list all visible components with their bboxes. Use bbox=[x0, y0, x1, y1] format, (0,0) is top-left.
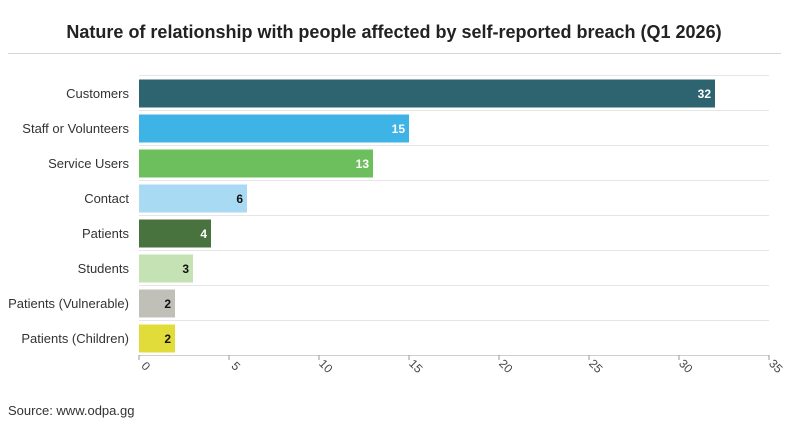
value-label: 32 bbox=[698, 87, 712, 101]
value-label: 13 bbox=[356, 157, 370, 171]
category-label: Students bbox=[78, 261, 130, 276]
category-label: Patients bbox=[82, 226, 129, 241]
bar bbox=[139, 79, 715, 108]
source-note: Source: www.odpa.gg bbox=[8, 403, 135, 418]
value-label: 4 bbox=[200, 227, 207, 241]
x-tick-label: 5 bbox=[229, 359, 244, 374]
value-label: 2 bbox=[164, 332, 171, 346]
x-tick-label: 0 bbox=[139, 359, 154, 374]
category-label: Service Users bbox=[48, 156, 129, 171]
value-label: 15 bbox=[392, 122, 406, 136]
category-label: Customers bbox=[66, 86, 129, 101]
bar bbox=[139, 219, 211, 248]
bar bbox=[139, 324, 175, 353]
category-label: Contact bbox=[84, 191, 129, 206]
category-label: Staff or Volunteers bbox=[22, 121, 129, 136]
bar bbox=[139, 149, 373, 178]
bar bbox=[139, 184, 247, 213]
value-label: 3 bbox=[182, 262, 189, 276]
bar bbox=[139, 289, 175, 318]
value-label: 6 bbox=[236, 192, 243, 206]
bar bbox=[139, 254, 193, 283]
value-label: 2 bbox=[164, 297, 171, 311]
bar bbox=[139, 114, 409, 143]
chart-title: Nature of relationship with people affec… bbox=[66, 22, 722, 42]
category-label: Patients (Children) bbox=[21, 331, 129, 346]
title-divider bbox=[8, 53, 781, 54]
category-label: Patients (Vulnerable) bbox=[8, 296, 129, 311]
